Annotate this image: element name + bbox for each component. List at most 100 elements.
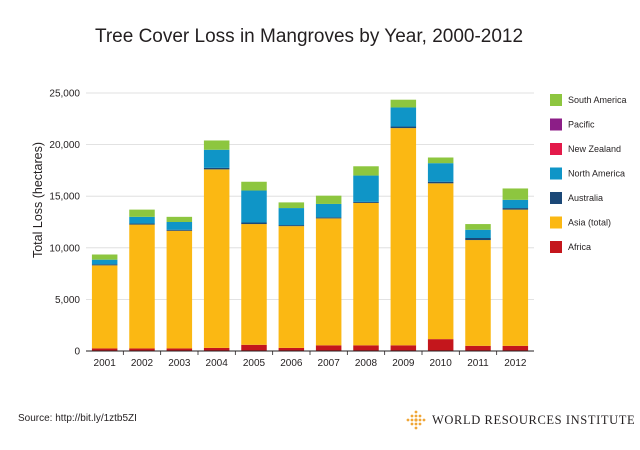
bar-segment [91, 265, 118, 349]
source-note: Source: http://bit.ly/1ztb5ZI [18, 413, 137, 424]
legend-swatch [550, 143, 562, 155]
bar-segment [241, 344, 267, 351]
bar-segment [129, 209, 155, 217]
y-tick-label: 5,000 [55, 295, 80, 306]
bar-segment [91, 259, 118, 265]
bar-segment [353, 201, 379, 203]
legend-label: Australia [568, 193, 603, 203]
x-tick-label: 2009 [392, 358, 415, 369]
y-tick-label: 0 [74, 347, 80, 358]
y-tick-label: 15,000 [49, 192, 80, 203]
bar-segment [315, 203, 342, 218]
x-tick-label: 2008 [355, 358, 378, 369]
bar-segment [315, 217, 342, 219]
bar-segment [241, 222, 267, 225]
y-axis-label: Total Loss (hectares) [31, 142, 45, 258]
bar-segment [241, 190, 267, 223]
bar-segment [91, 348, 118, 351]
y-tick-label: 25,000 [49, 89, 80, 100]
x-tick-label: 2007 [318, 358, 341, 369]
legend-label: North America [568, 169, 625, 179]
bar-segment [166, 348, 193, 351]
y-tick-label: 10,000 [49, 243, 80, 254]
bar-segment [278, 202, 305, 209]
bar-segment [203, 140, 230, 150]
bar-segment [91, 254, 118, 260]
x-tick-label: 2002 [131, 358, 154, 369]
bar-segment [353, 202, 379, 346]
bar-segment [390, 126, 417, 129]
x-tick-label: 2010 [430, 358, 453, 369]
bar-segment [203, 167, 230, 170]
legend-swatch [550, 241, 562, 253]
bar-segment [465, 224, 491, 230]
bar-segment [465, 237, 491, 241]
bar-segment [203, 169, 230, 348]
bar-segment [166, 229, 193, 231]
bar-segment [166, 216, 193, 222]
y-tick-label: 20,000 [49, 140, 80, 151]
bar-segment [129, 216, 155, 224]
bar-segment [203, 347, 230, 351]
bar-segment [465, 345, 491, 351]
bar-segment [502, 209, 529, 346]
legend-label: Asia (total) [568, 218, 611, 228]
bar-segment [502, 199, 529, 209]
x-tick-label: 2003 [168, 358, 191, 369]
bar-segment [390, 345, 417, 351]
bar-segment [427, 183, 454, 340]
bar-segment [465, 229, 491, 238]
bar-segment [353, 175, 379, 202]
legend-label: Africa [568, 242, 591, 252]
bar-segment [91, 264, 118, 266]
x-tick-label: 2005 [243, 358, 266, 369]
bar-segment [203, 149, 230, 168]
bar-segment [353, 345, 379, 351]
bar-segment [241, 181, 267, 191]
bar-segment [166, 222, 193, 230]
organization-name: WORLD RESOURCES INSTITUTE [432, 412, 636, 427]
bar-segment [502, 188, 529, 200]
bar-segment [129, 224, 155, 349]
legend-swatch [550, 118, 562, 131]
stacked-bars [91, 99, 529, 351]
legend-swatch [550, 192, 562, 204]
bar-segment [427, 339, 454, 351]
legend-label: South America [568, 95, 627, 105]
organization-credit: WORLD RESOURCES INSTITUTE [406, 409, 635, 431]
x-tick-label: 2012 [504, 358, 527, 369]
bar-segment [129, 223, 155, 225]
bar-segment [427, 163, 454, 182]
bar-segment [502, 345, 529, 351]
legend-label: Pacific [568, 120, 595, 130]
legend-label: New Zealand [568, 144, 621, 154]
bar-segment [278, 347, 305, 351]
gridlines [86, 92, 534, 300]
bar-segment [390, 99, 417, 108]
bar-segment [129, 348, 155, 351]
bar-segment [166, 230, 193, 349]
bar-segment [241, 224, 267, 345]
bar-segment [390, 107, 417, 127]
bar-segment [315, 218, 342, 346]
x-tick-label: 2011 [467, 358, 489, 369]
bar-segment [465, 240, 491, 346]
bar-segment [502, 208, 529, 210]
bar-segment [315, 195, 342, 204]
bar-segment [278, 208, 305, 226]
chart-title: Tree Cover Loss in Mangroves by Year, 20… [95, 26, 523, 47]
y-axis-ticks: 0 5,000 10,000 15,000 20,000 25,000 [49, 89, 80, 358]
x-tick-label: 2006 [280, 358, 303, 369]
legend-swatch [550, 216, 562, 229]
bar-segment [353, 166, 379, 176]
bar-segment [427, 157, 454, 164]
x-tick-label: 2001 [94, 358, 117, 369]
bar-segment [315, 345, 342, 351]
legend-swatch [550, 94, 562, 106]
legend-swatch [550, 167, 562, 180]
x-axis-ticks: 2001 2002 2003 2004 2005 2006 2007 2008 2009 2010… [94, 351, 527, 369]
wri-logo-icon [406, 410, 426, 430]
bar-segment [278, 225, 305, 227]
bar-segment [390, 128, 417, 346]
